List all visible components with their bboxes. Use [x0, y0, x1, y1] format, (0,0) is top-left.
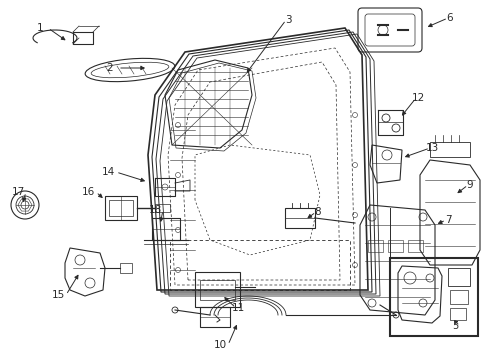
- Bar: [109, 200, 133, 216]
- Text: 14: 14: [101, 167, 115, 177]
- Text: 15: 15: [51, 290, 65, 300]
- Bar: [448, 268, 470, 286]
- Text: 2: 2: [107, 63, 113, 73]
- Text: 11: 11: [231, 303, 245, 313]
- Bar: [170, 240, 350, 290]
- Bar: [390, 258, 478, 336]
- Text: 8: 8: [315, 207, 321, 217]
- Text: 9: 9: [466, 180, 473, 190]
- Text: 12: 12: [412, 93, 425, 103]
- Bar: [450, 308, 466, 320]
- Text: 16: 16: [81, 187, 95, 197]
- Bar: [200, 280, 235, 300]
- Bar: [285, 208, 315, 228]
- Bar: [120, 263, 132, 273]
- Text: 7: 7: [445, 215, 451, 225]
- Text: 10: 10: [214, 340, 226, 350]
- Bar: [408, 240, 423, 252]
- Bar: [388, 240, 403, 252]
- Bar: [155, 204, 170, 212]
- Text: 3: 3: [285, 15, 292, 25]
- Bar: [368, 240, 383, 252]
- Text: 6: 6: [447, 13, 453, 23]
- Bar: [105, 196, 137, 220]
- Bar: [195, 272, 240, 307]
- Text: 17: 17: [11, 187, 24, 197]
- Text: 18: 18: [148, 205, 162, 215]
- Bar: [200, 307, 230, 327]
- Text: 5: 5: [452, 321, 458, 331]
- Bar: [450, 290, 468, 304]
- Text: 13: 13: [425, 143, 439, 153]
- Bar: [430, 142, 470, 157]
- Text: 1: 1: [37, 23, 43, 33]
